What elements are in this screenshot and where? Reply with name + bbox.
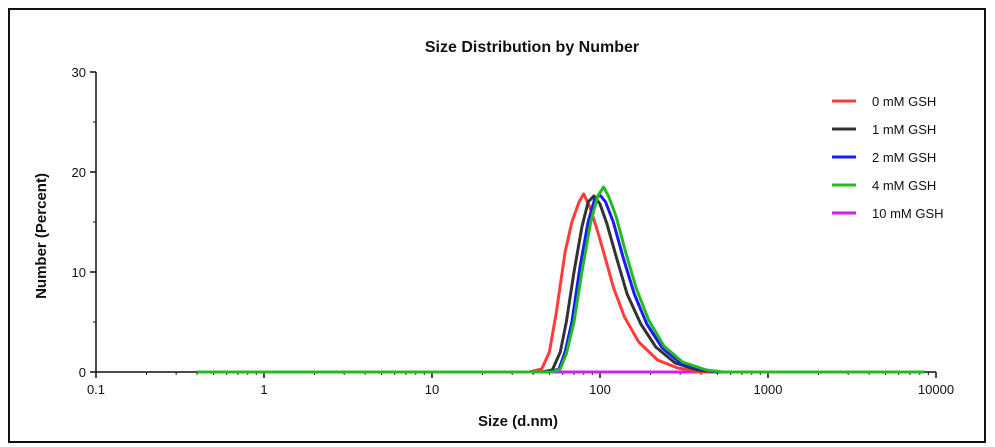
x-tick-label: 100: [589, 382, 611, 397]
y-tick-label: 20: [72, 165, 86, 180]
legend-label: 0 mM GSH: [872, 94, 936, 109]
size-distribution-chart: Size Distribution by Number Size (d.nm) …: [33, 39, 955, 430]
y-tick-label: 10: [72, 265, 86, 280]
x-tick-label: 1: [260, 382, 267, 397]
x-tick-label: 0.1: [87, 382, 105, 397]
y-axis-label: Number (Percent): [33, 173, 50, 299]
x-tick-label: 10: [425, 382, 439, 397]
legend: 0 mM GSH 1 mM GSH 2 mM GSH 4 mM GSH 10 mM GS…: [832, 94, 944, 221]
chart-frame: Size Distribution by Number Size (d.nm) …: [8, 8, 986, 443]
legend-label: 4 mM GSH: [872, 178, 936, 193]
chart-title: Size Distribution by Number: [425, 39, 639, 56]
series-lines: [197, 185, 925, 374]
series-line: [197, 185, 925, 374]
legend-label: 10 mM GSH: [872, 206, 944, 221]
y-tick-label: 0: [79, 365, 86, 380]
legend-label: 1 mM GSH: [872, 122, 936, 137]
series-line: [197, 192, 925, 374]
y-tick-label: 30: [72, 65, 86, 80]
x-tick-label: 1000: [754, 382, 783, 397]
legend-label: 2 mM GSH: [872, 150, 936, 165]
axes: 0.1 1 10 100 1000 10000 0 10 20 30: [72, 65, 955, 397]
x-tick-label: 10000: [918, 382, 954, 397]
x-axis-label: Size (d.nm): [478, 413, 558, 430]
